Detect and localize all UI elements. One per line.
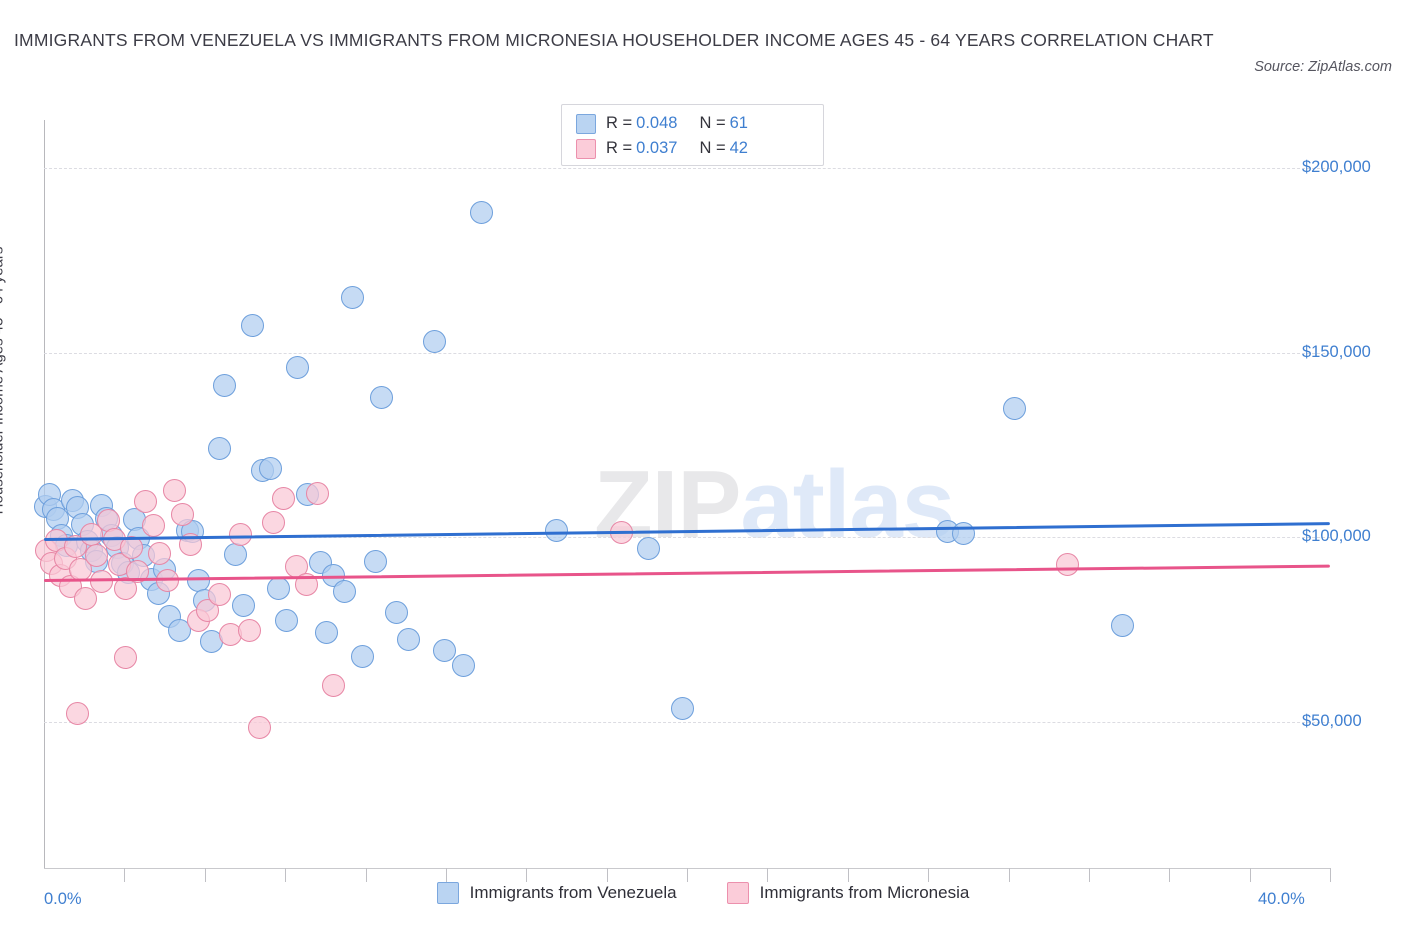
legend-swatch-venezuela-icon xyxy=(436,882,459,904)
scatter-point[interactable] xyxy=(247,715,271,739)
x-axis-label-max: 40.0% xyxy=(1258,890,1305,908)
x-axis-tick xyxy=(767,868,769,882)
scatter-point[interactable] xyxy=(286,355,310,379)
scatter-point[interactable] xyxy=(238,618,262,642)
scatter-point[interactable] xyxy=(636,536,660,560)
legend-label-micronesia: Immigrants from Micronesia xyxy=(759,883,970,902)
scatter-point[interactable] xyxy=(432,638,456,662)
scatter-point[interactable] xyxy=(469,200,493,224)
gridline xyxy=(44,722,1330,724)
stats-row-venezuela: R = 0.048 N = 61 xyxy=(576,111,813,136)
stats-swatch-venezuela-icon xyxy=(576,113,596,134)
x-axis-tick xyxy=(606,868,608,882)
trend-line xyxy=(43,564,1331,583)
scatter-point[interactable] xyxy=(384,601,408,625)
scatter-point[interactable] xyxy=(207,582,231,606)
x-axis-tick xyxy=(1249,868,1251,882)
scatter-point[interactable] xyxy=(241,313,265,337)
scatter-point[interactable] xyxy=(162,478,186,502)
source-label: Source: ZipAtlas.com xyxy=(1254,59,1392,75)
legend-label-venezuela: Immigrants from Venezuela xyxy=(469,883,677,902)
gridline xyxy=(44,352,1330,354)
scatter-point[interactable] xyxy=(397,627,421,651)
scatter-point[interactable] xyxy=(272,487,296,511)
gridline xyxy=(44,537,1330,539)
x-axis-tick xyxy=(365,868,367,882)
scatter-point[interactable] xyxy=(167,618,191,642)
y-axis-tick-label: $50,000 xyxy=(1302,712,1362,731)
y-axis-title: Householder Income Ages 45 - 64 years xyxy=(0,246,7,515)
legend-item-micronesia[interactable]: Immigrants from Micronesia xyxy=(726,882,970,904)
y-axis-tick-label: $150,000 xyxy=(1302,342,1371,361)
scatter-point[interactable] xyxy=(66,701,90,725)
y-axis-tick-label: $100,000 xyxy=(1302,527,1371,546)
x-axis-tick xyxy=(445,868,447,882)
scatter-point[interactable] xyxy=(452,654,476,678)
scatter-point[interactable] xyxy=(363,550,387,574)
stats-n-label-micronesia: N = xyxy=(699,139,726,157)
scatter-point[interactable] xyxy=(223,542,247,566)
chart-legend: Immigrants from Venezuela Immigrants fro… xyxy=(0,882,1406,904)
scatter-point[interactable] xyxy=(74,587,98,611)
stats-r-label-venezuela: R = xyxy=(606,114,633,132)
scatter-point[interactable] xyxy=(207,437,231,461)
x-axis-tick xyxy=(204,868,206,882)
stats-swatch-micronesia-icon xyxy=(576,138,596,159)
scatter-point[interactable] xyxy=(259,457,283,481)
scatter-point[interactable] xyxy=(267,576,291,600)
scatter-point[interactable] xyxy=(1003,396,1027,420)
x-axis-tick xyxy=(1008,868,1010,882)
stats-n-value-micronesia: 42 xyxy=(729,139,748,157)
scatter-point[interactable] xyxy=(341,285,365,309)
stats-n-value-venezuela: 61 xyxy=(729,114,748,132)
x-axis-tick xyxy=(1330,868,1331,882)
scatter-point[interactable] xyxy=(84,544,108,568)
stats-r-value-micronesia: 0.037 xyxy=(636,139,678,157)
plot-area: ZIPatlas xyxy=(34,120,1331,868)
gridline xyxy=(44,168,1330,170)
legend-item-venezuela[interactable]: Immigrants from Venezuela xyxy=(436,882,677,904)
stats-n-label-venezuela: N = xyxy=(699,114,726,132)
scatter-point[interactable] xyxy=(333,579,357,603)
scatter-point[interactable] xyxy=(148,542,172,566)
x-axis-tick xyxy=(847,868,849,882)
scatter-point[interactable] xyxy=(141,514,165,538)
x-axis-tick xyxy=(687,868,688,882)
scatter-point[interactable] xyxy=(423,330,447,354)
stats-row-micronesia: R = 0.037 N = 42 xyxy=(576,136,813,161)
scatter-point[interactable] xyxy=(228,522,252,546)
scatter-point[interactable] xyxy=(315,621,339,645)
scatter-point[interactable] xyxy=(90,570,114,594)
scatter-point[interactable] xyxy=(275,608,299,632)
y-axis-tick-label: $200,000 xyxy=(1302,158,1371,177)
scatter-point[interactable] xyxy=(212,374,236,398)
scatter-point[interactable] xyxy=(305,481,329,505)
x-axis-tick xyxy=(1169,868,1171,882)
legend-swatch-micronesia-icon xyxy=(726,882,749,904)
scatter-point[interactable] xyxy=(370,385,394,409)
scatter-point[interactable] xyxy=(1111,613,1135,637)
x-axis-tick xyxy=(928,868,930,882)
x-axis-tick xyxy=(1088,868,1090,882)
scatter-point[interactable] xyxy=(1056,553,1080,577)
x-axis-tick xyxy=(285,868,287,882)
scatter-point[interactable] xyxy=(262,511,286,535)
scatter-point[interactable] xyxy=(670,697,694,721)
scatter-point[interactable] xyxy=(133,490,157,514)
scatter-point[interactable] xyxy=(170,503,194,526)
watermark-atlas: atlas xyxy=(740,451,955,558)
x-axis-tick xyxy=(526,868,528,882)
stats-r-value-venezuela: 0.048 xyxy=(636,114,678,132)
scatter-point[interactable] xyxy=(231,593,255,617)
scatter-point[interactable] xyxy=(114,645,138,669)
x-axis-tick xyxy=(124,868,126,882)
scatter-point[interactable] xyxy=(321,674,345,698)
x-axis-label-min: 0.0% xyxy=(44,890,82,908)
stats-r-label-micronesia: R = xyxy=(606,139,633,157)
scatter-point[interactable] xyxy=(350,644,374,668)
correlation-stats-box: R = 0.048 N = 61 R = 0.037 N = 42 xyxy=(561,104,824,166)
page-title: IMMIGRANTS FROM VENEZUELA VS IMMIGRANTS … xyxy=(14,30,1214,50)
